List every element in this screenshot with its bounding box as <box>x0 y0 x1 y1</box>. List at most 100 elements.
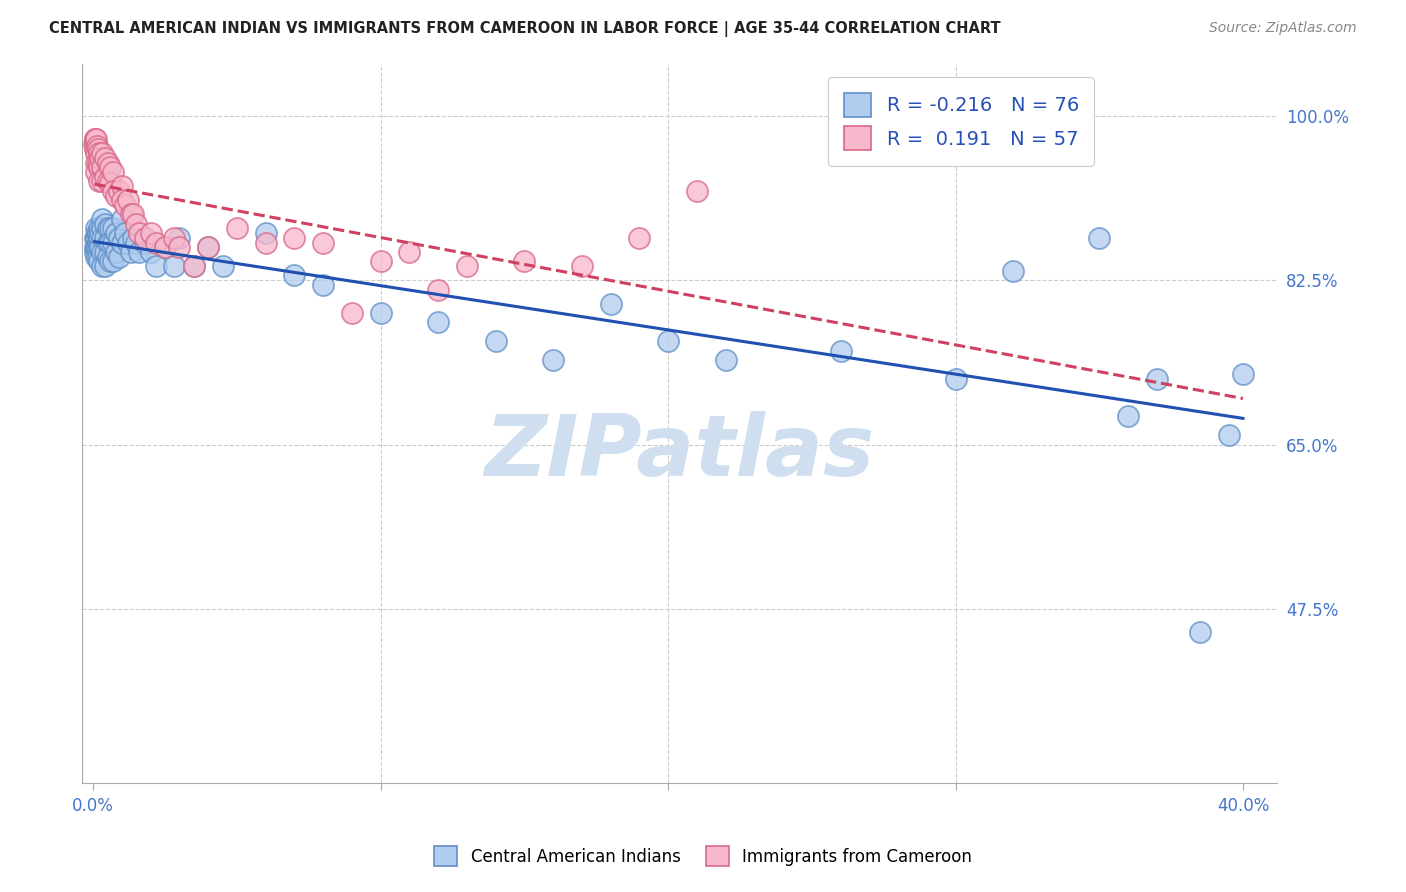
Point <box>84 165 107 179</box>
Point <box>97 250 120 264</box>
Text: ZIPatlas: ZIPatlas <box>485 410 875 493</box>
Point <box>125 217 148 231</box>
Point <box>211 259 233 273</box>
Point <box>120 207 142 221</box>
Point <box>84 155 107 169</box>
Point <box>84 250 107 264</box>
Point <box>686 184 709 198</box>
Point <box>103 184 125 198</box>
Point <box>90 231 112 245</box>
Point <box>93 151 115 165</box>
Point <box>283 231 305 245</box>
Point <box>103 235 125 250</box>
Point <box>100 254 122 268</box>
Point <box>1146 372 1168 386</box>
Point <box>254 226 277 240</box>
Point <box>84 146 107 161</box>
Point <box>163 231 186 245</box>
Point <box>830 343 852 358</box>
Point <box>84 231 107 245</box>
Point <box>370 306 392 320</box>
Point <box>87 146 110 161</box>
Point <box>125 235 148 250</box>
Point <box>122 231 145 245</box>
Point <box>84 132 107 146</box>
Point <box>1116 409 1139 424</box>
Point <box>97 174 120 188</box>
Point <box>1232 367 1254 381</box>
Point <box>93 244 115 259</box>
Point <box>86 240 108 254</box>
Point <box>87 231 110 245</box>
Point <box>1218 428 1240 442</box>
Point <box>169 231 191 245</box>
Point <box>134 235 156 250</box>
Point <box>86 226 108 240</box>
Point <box>183 259 205 273</box>
Point <box>103 221 125 235</box>
Point <box>571 259 593 273</box>
Point <box>427 283 450 297</box>
Point <box>86 226 108 240</box>
Point <box>83 136 105 151</box>
Point <box>83 231 105 245</box>
Point <box>90 212 112 227</box>
Point <box>105 226 128 240</box>
Point <box>84 244 107 259</box>
Point <box>122 207 145 221</box>
Point <box>90 221 112 235</box>
Point <box>84 221 107 235</box>
Point <box>108 184 131 198</box>
Point <box>89 151 111 165</box>
Point <box>398 244 420 259</box>
Point <box>84 240 107 254</box>
Point <box>111 235 134 250</box>
Point <box>111 194 134 208</box>
Point <box>87 254 110 268</box>
Point <box>456 259 478 273</box>
Legend: Central American Indians, Immigrants from Cameroon: Central American Indians, Immigrants fro… <box>427 839 979 873</box>
Point <box>1088 231 1111 245</box>
Point <box>86 250 108 264</box>
Point <box>485 334 508 348</box>
Point <box>153 240 176 254</box>
Point <box>90 146 112 161</box>
Point <box>86 155 108 169</box>
Text: Source: ZipAtlas.com: Source: ZipAtlas.com <box>1209 21 1357 35</box>
Point <box>657 334 679 348</box>
Point <box>117 235 139 250</box>
Point <box>197 240 219 254</box>
Point <box>340 306 363 320</box>
Point <box>87 174 110 188</box>
Point <box>86 235 108 250</box>
Point <box>114 226 136 240</box>
Point <box>197 240 219 254</box>
Point <box>89 240 111 254</box>
Point <box>97 155 120 169</box>
Point <box>87 240 110 254</box>
Point <box>312 277 335 292</box>
Point <box>90 259 112 273</box>
Point <box>108 250 131 264</box>
Point <box>312 235 335 250</box>
Legend: R = -0.216   N = 76, R =  0.191   N = 57: R = -0.216 N = 76, R = 0.191 N = 57 <box>828 78 1094 166</box>
Point <box>100 221 122 235</box>
Point <box>254 235 277 250</box>
Point <box>139 244 162 259</box>
Point <box>105 244 128 259</box>
Point <box>100 177 122 191</box>
Point <box>83 132 105 146</box>
Point <box>100 235 122 250</box>
Point <box>97 235 120 250</box>
Point <box>370 254 392 268</box>
Point <box>87 161 110 175</box>
Point <box>84 132 107 146</box>
Point <box>103 254 125 268</box>
Point <box>93 259 115 273</box>
Point <box>100 161 122 175</box>
Point <box>86 138 108 153</box>
Point <box>103 165 125 179</box>
Point <box>84 142 107 156</box>
Point <box>945 372 967 386</box>
Point <box>183 259 205 273</box>
